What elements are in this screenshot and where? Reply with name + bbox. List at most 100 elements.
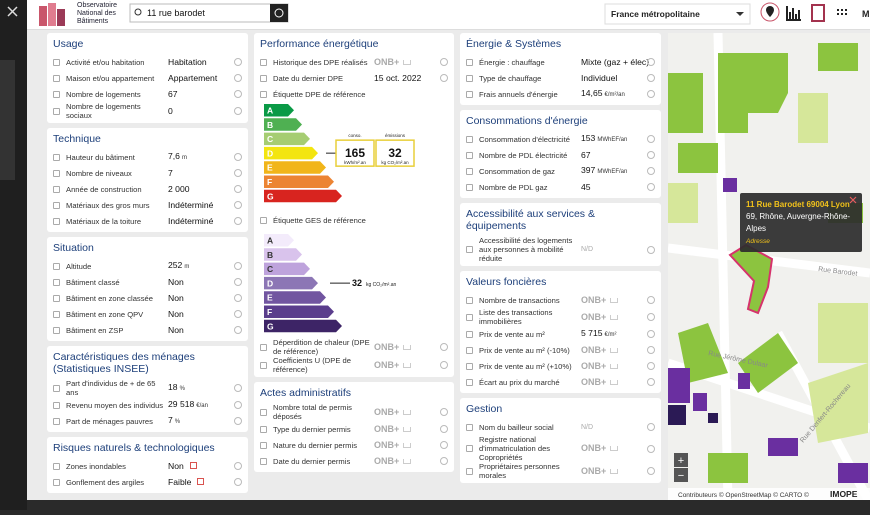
info-row: Altitude 252 m	[53, 258, 242, 274]
info-icon[interactable]	[647, 74, 655, 82]
grid-tab[interactable]	[837, 9, 847, 15]
premium-badge[interactable]: ONB+	[374, 424, 436, 434]
info-icon[interactable]	[647, 346, 655, 354]
info-icon[interactable]	[234, 278, 242, 286]
info-icon[interactable]	[647, 378, 655, 386]
label-letter: E	[267, 293, 273, 303]
zoom-button[interactable]	[674, 453, 688, 467]
info-icon[interactable]	[234, 310, 242, 318]
label-bar	[264, 118, 302, 131]
info-icon[interactable]	[647, 58, 655, 66]
row-icon	[466, 313, 473, 321]
row-value: Non	[168, 308, 184, 319]
row-label: Prix de vente au m²	[479, 329, 545, 339]
section-title: Risques naturels & technologiques	[53, 442, 215, 454]
row-label: Nature du dernier permis	[273, 440, 357, 450]
info-icon[interactable]	[647, 362, 655, 370]
external-link[interactable]	[189, 461, 197, 469]
zoom-button[interactable]	[674, 468, 688, 482]
label-bar	[264, 276, 318, 290]
premium-badge[interactable]: ONB+	[374, 407, 436, 417]
premium-badge[interactable]: ONB+	[581, 345, 643, 355]
info-icon[interactable]	[440, 408, 448, 416]
locate-button[interactable]	[270, 4, 288, 22]
info-icon[interactable]	[234, 294, 242, 302]
info-icon[interactable]	[234, 185, 242, 193]
premium-badge[interactable]: ONB+	[581, 295, 643, 305]
info-icon[interactable]	[440, 441, 448, 449]
info-icon[interactable]	[647, 183, 655, 191]
info-icon[interactable]	[234, 401, 242, 409]
info-icon[interactable]	[647, 151, 655, 159]
row-label: Nombre de transactions	[479, 295, 560, 305]
crown-icon	[610, 446, 619, 451]
premium-badge[interactable]: ONB+	[374, 360, 436, 370]
premium-badge[interactable]: ONB+	[374, 440, 436, 450]
info-icon[interactable]	[234, 384, 242, 392]
info-icon[interactable]	[647, 330, 655, 338]
info-icon[interactable]	[647, 135, 655, 143]
row-icon	[260, 408, 267, 416]
crown-icon	[403, 426, 412, 432]
info-icon[interactable]	[234, 74, 242, 82]
logo[interactable]: Observatoire National des Bâtiments	[39, 2, 117, 26]
popup-close[interactable]	[849, 196, 857, 204]
row-unit: m	[184, 263, 190, 270]
info-icon[interactable]	[440, 425, 448, 433]
row-icon	[53, 294, 60, 302]
row-label: Hauteur du bâtiment	[66, 152, 135, 162]
row-label: Année de construction	[66, 184, 142, 194]
building-tab[interactable]	[811, 4, 825, 22]
label-bar	[264, 132, 310, 146]
info-icon[interactable]	[647, 296, 655, 304]
premium-badge[interactable]: ONB+	[581, 312, 643, 322]
info-icon[interactable]	[234, 478, 242, 486]
row-label: Gonflement des argiles	[66, 477, 145, 487]
crown-icon	[610, 297, 619, 303]
premium-badge[interactable]: ONB+	[581, 466, 643, 476]
row-icon	[466, 423, 473, 431]
info-icon[interactable]	[440, 74, 448, 82]
info-icon[interactable]	[647, 313, 655, 321]
close-icon[interactable]	[7, 6, 18, 17]
top-bar: Observatoire National des Bâtiments 11 r…	[27, 0, 870, 30]
premium-badge[interactable]: ONB+	[581, 377, 643, 387]
info-icon[interactable]	[647, 167, 655, 175]
info-icon[interactable]	[234, 58, 242, 66]
info-icon[interactable]	[234, 153, 242, 161]
info-icon[interactable]	[647, 90, 655, 98]
info-icon[interactable]	[647, 423, 655, 431]
info-icon[interactable]	[234, 417, 242, 425]
premium-badge[interactable]: ONB+	[581, 444, 643, 453]
row-label: Prix de vente au m² (+10%)	[479, 361, 572, 371]
info-icon[interactable]	[440, 457, 448, 465]
info-icon[interactable]	[234, 107, 242, 115]
info-icon[interactable]	[647, 444, 655, 453]
premium-badge[interactable]: ONB+	[581, 361, 643, 371]
external-link[interactable]	[197, 477, 205, 485]
premium-badge[interactable]: ONB+	[374, 342, 436, 352]
region-select[interactable]	[604, 3, 751, 25]
premium-badge[interactable]: ONB+	[374, 456, 436, 466]
label-letter: C	[267, 264, 273, 274]
stats-tab[interactable]	[786, 6, 801, 21]
info-icon[interactable]	[234, 169, 242, 177]
info-icon[interactable]	[234, 90, 242, 98]
info-icon[interactable]	[234, 217, 242, 225]
info-icon[interactable]	[647, 467, 655, 475]
info-icon[interactable]	[234, 201, 242, 209]
info-icon[interactable]	[440, 361, 448, 369]
info-row: Étiquette DPE de référence	[260, 86, 448, 102]
row-value: 67	[581, 149, 591, 160]
info-icon[interactable]	[440, 343, 448, 351]
info-icon[interactable]	[234, 462, 242, 470]
info-icon[interactable]	[234, 326, 242, 334]
menu-cut[interactable]: M	[862, 9, 870, 19]
row-icon	[466, 296, 473, 304]
info-icon[interactable]	[440, 58, 448, 66]
info-icon[interactable]	[234, 262, 242, 270]
premium-badge[interactable]: ONB+	[374, 57, 436, 67]
info-icon[interactable]	[647, 245, 655, 254]
popup-link[interactable]: Adresse	[745, 238, 770, 245]
